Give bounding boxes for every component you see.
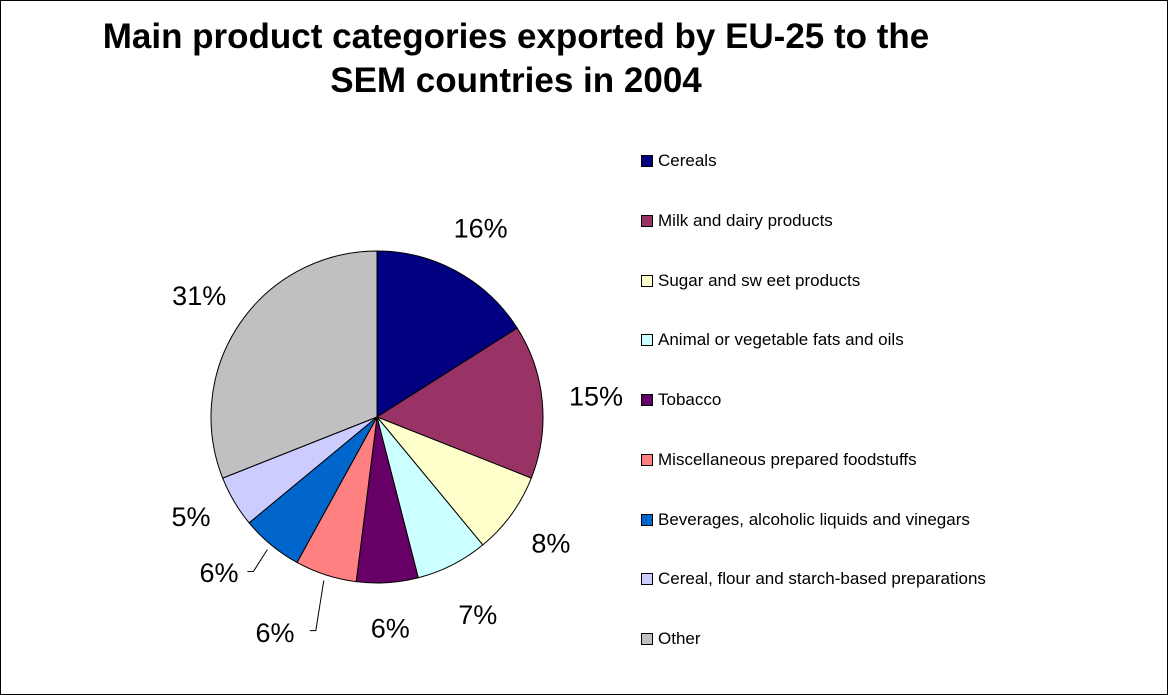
pie-slice-cereals (376, 250, 518, 418)
leader-line-beverages-alcoholic-liquids-and-vinegars (247, 549, 268, 572)
legend-swatch (641, 334, 653, 347)
legend-label: Cereal, flour and starch-based preparati… (658, 569, 986, 589)
data-label-animal-or-vegetable-fats-and-oils: 7% (458, 600, 497, 630)
legend-label: Tobacco (658, 390, 722, 409)
legend-label: Sugar and sw eet products (658, 270, 861, 290)
legend-swatch (641, 573, 653, 586)
legend-label: Other (658, 629, 701, 648)
legend-label: Beverages, alcoholic liquids and vinegar… (658, 509, 970, 529)
legend-item-beverages-alcoholic-liquids-and-vinegars: Beverages, alcoholic liquids and vinegar… (641, 510, 986, 530)
data-label-sugar-and-sw-eet-products: 8% (531, 528, 570, 558)
legend-item-milk-and-dairy-products: Milk and dairy products (641, 211, 986, 231)
legend-swatch (641, 274, 653, 287)
legend-label: Animal or vegetable fats and oils (658, 330, 904, 350)
data-label-tobacco: 6% (371, 614, 410, 644)
legend-item-other: Other (641, 629, 986, 649)
legend-swatch (641, 513, 653, 526)
legend-item-cereal-flour-and-starch-based-preparations: Cereal, flour and starch-based preparati… (641, 569, 986, 589)
legend-label: Cereals (658, 151, 717, 170)
data-label-miscellaneous-prepared-foodstuffs: 6% (255, 618, 294, 648)
legend-swatch (641, 214, 653, 227)
legend-item-sugar-and-sw-eet-products: Sugar and sw eet products (641, 271, 986, 291)
legend-item-animal-or-vegetable-fats-and-oils: Animal or vegetable fats and oils (641, 330, 986, 350)
legend-item-miscellaneous-prepared-foodstuffs: Miscellaneous prepared foodstuffs (641, 450, 986, 470)
legend-swatch (641, 155, 653, 167)
legend-item-tobacco: Tobacco (641, 390, 986, 410)
legend-label: Miscellaneous prepared foodstuffs (658, 449, 917, 469)
legend: Cereals Milk and dairy products Sugar and … (641, 151, 986, 689)
legend-item-cereals: Cereals (641, 151, 986, 171)
pie-slice-milk-and-dairy-products (375, 327, 544, 479)
data-label-milk-and-dairy-products: 15% (569, 381, 623, 411)
data-label-other: 31% (172, 281, 226, 311)
legend-swatch (641, 394, 653, 406)
legend-swatch (641, 633, 653, 645)
legend-label: Milk and dairy products (658, 210, 833, 230)
leader-line-miscellaneous-prepared-foodstuffs (309, 580, 325, 632)
data-label-beverages-alcoholic-liquids-and-vinegars: 6% (199, 558, 238, 588)
pie-slice-other (210, 250, 378, 479)
legend-swatch (641, 453, 653, 466)
data-label-cereals: 16% (454, 214, 508, 244)
data-label-cereal-flour-and-starch-based-preparations: 5% (171, 502, 210, 532)
chart-title: Main product categories exported by EU-2… (102, 17, 930, 100)
